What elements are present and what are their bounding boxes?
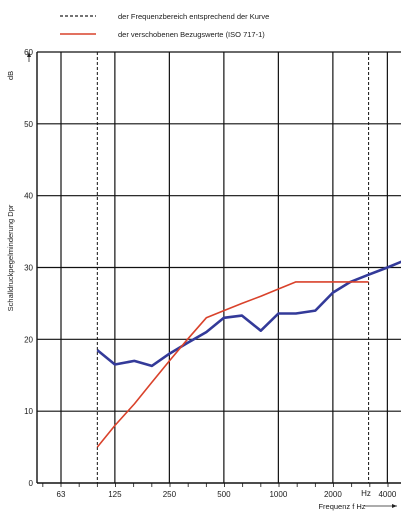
- x-tick-label: 125: [108, 490, 122, 499]
- x-axis-arrowhead: [392, 504, 397, 508]
- x-tick-label: 1000: [269, 490, 287, 499]
- y-tick-label: 30: [24, 264, 33, 273]
- y-tick-label: 50: [24, 120, 33, 129]
- x-tick-label: 250: [163, 490, 177, 499]
- y-tick-label: 10: [24, 407, 33, 416]
- legend-dashed-label: der Frequenzbereich entsprechend der Kur…: [118, 12, 269, 21]
- legend: der Frequenzbereich entsprechend der Kur…: [60, 12, 269, 39]
- reference-curve: [96, 281, 369, 448]
- grid: [36, 51, 401, 487]
- measured-curve: [96, 260, 401, 368]
- y-axis-label: Schalldruckpegelminderung Dpr: [6, 204, 15, 311]
- y-tick-label: 0: [29, 479, 34, 488]
- x-tick-label: 4000: [378, 490, 396, 499]
- x-tick-label: 63: [57, 490, 66, 499]
- frequency-range-marks: [96, 52, 370, 483]
- y-tick-label: 60: [24, 48, 33, 57]
- series-layer: [96, 260, 401, 448]
- y-tick-label: 40: [24, 192, 33, 201]
- y-axis-arrowhead: [27, 52, 31, 57]
- x-unit-label: Hz: [361, 489, 371, 498]
- y-unit-label: dB: [6, 71, 15, 80]
- y-tick-label: 20: [24, 335, 33, 344]
- x-axis-label: Frequenz f Hz: [318, 502, 365, 511]
- legend-red-label: der verschobenen Bezugswerte (ISO 717-1): [118, 30, 265, 39]
- x-tick-label: 2000: [324, 490, 342, 499]
- x-tick-labels: 63 125 250 500 1000 2000 4000: [57, 490, 397, 499]
- x-tick-label: 500: [217, 490, 231, 499]
- y-tick-labels: 0 10 20 30 40 50 60: [24, 48, 33, 488]
